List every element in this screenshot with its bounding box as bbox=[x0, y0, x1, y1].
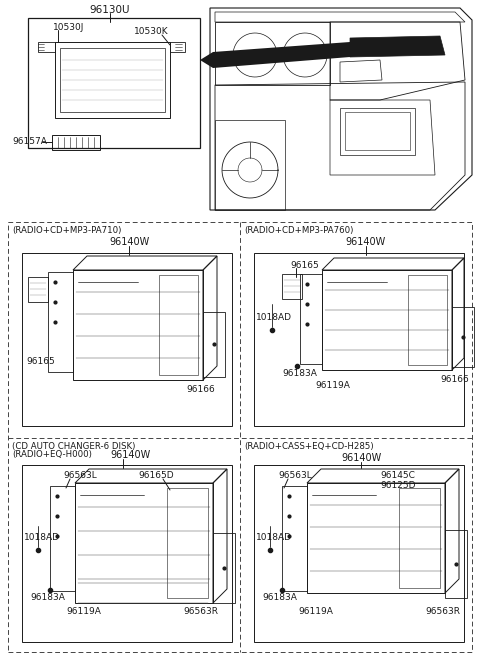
Bar bbox=[75, 483, 213, 603]
Polygon shape bbox=[200, 42, 350, 68]
Text: 96140W: 96140W bbox=[341, 453, 381, 463]
Bar bbox=[254, 465, 464, 642]
Text: 10530K: 10530K bbox=[134, 28, 168, 37]
Text: (RADIO+CD+MP3-PA760): (RADIO+CD+MP3-PA760) bbox=[244, 226, 353, 234]
Bar bbox=[159, 275, 198, 375]
Bar bbox=[28, 18, 200, 148]
Text: 96157A: 96157A bbox=[12, 138, 47, 146]
Bar bbox=[22, 465, 232, 642]
Text: 96119A: 96119A bbox=[66, 607, 101, 615]
Text: 1018AD: 1018AD bbox=[256, 533, 292, 543]
Text: 96140W: 96140W bbox=[110, 450, 150, 460]
Text: 96563L: 96563L bbox=[278, 472, 312, 480]
Text: 96563L: 96563L bbox=[63, 472, 97, 480]
Text: 96563R: 96563R bbox=[183, 607, 218, 615]
Text: 96166: 96166 bbox=[186, 386, 215, 394]
Text: 96165: 96165 bbox=[26, 358, 55, 367]
Text: 96166: 96166 bbox=[440, 375, 469, 384]
Polygon shape bbox=[350, 36, 445, 57]
Bar bbox=[345, 112, 410, 150]
Bar bbox=[8, 222, 472, 652]
Bar bbox=[55, 42, 170, 118]
Bar bbox=[73, 270, 203, 380]
Text: 10530J: 10530J bbox=[53, 22, 84, 31]
Text: 96119A: 96119A bbox=[315, 382, 350, 390]
Text: (RADIO+CD+MP3-PA710): (RADIO+CD+MP3-PA710) bbox=[12, 226, 121, 234]
Text: 96183A: 96183A bbox=[282, 369, 317, 379]
Bar bbox=[322, 270, 452, 370]
Text: 96119A: 96119A bbox=[298, 607, 333, 615]
Text: 96563R: 96563R bbox=[425, 607, 460, 615]
Text: 96145C: 96145C bbox=[380, 472, 415, 480]
Bar bbox=[22, 253, 232, 426]
Bar bbox=[307, 483, 445, 593]
Text: 96183A: 96183A bbox=[262, 594, 297, 602]
Text: 1018AD: 1018AD bbox=[24, 533, 60, 543]
Text: 96183A: 96183A bbox=[30, 594, 65, 602]
Bar bbox=[340, 108, 415, 155]
Text: 96140W: 96140W bbox=[109, 237, 149, 247]
Bar bbox=[167, 488, 208, 598]
Text: 96140W: 96140W bbox=[346, 237, 386, 247]
Text: (CD AUTO CHANGER-6 DISK): (CD AUTO CHANGER-6 DISK) bbox=[12, 441, 135, 451]
Text: 96130U: 96130U bbox=[90, 5, 130, 15]
Bar bbox=[408, 275, 447, 365]
Text: 96125D: 96125D bbox=[380, 482, 416, 491]
Text: (RADIO+CASS+EQ+CD-H285): (RADIO+CASS+EQ+CD-H285) bbox=[244, 441, 373, 451]
Text: 1018AD: 1018AD bbox=[256, 312, 292, 321]
Bar bbox=[399, 488, 440, 588]
Bar bbox=[60, 48, 165, 112]
Text: 96165: 96165 bbox=[290, 260, 319, 270]
Text: 96165D: 96165D bbox=[138, 472, 174, 480]
Bar bbox=[254, 253, 464, 426]
Text: (RADIO+EQ-H000): (RADIO+EQ-H000) bbox=[12, 451, 92, 459]
